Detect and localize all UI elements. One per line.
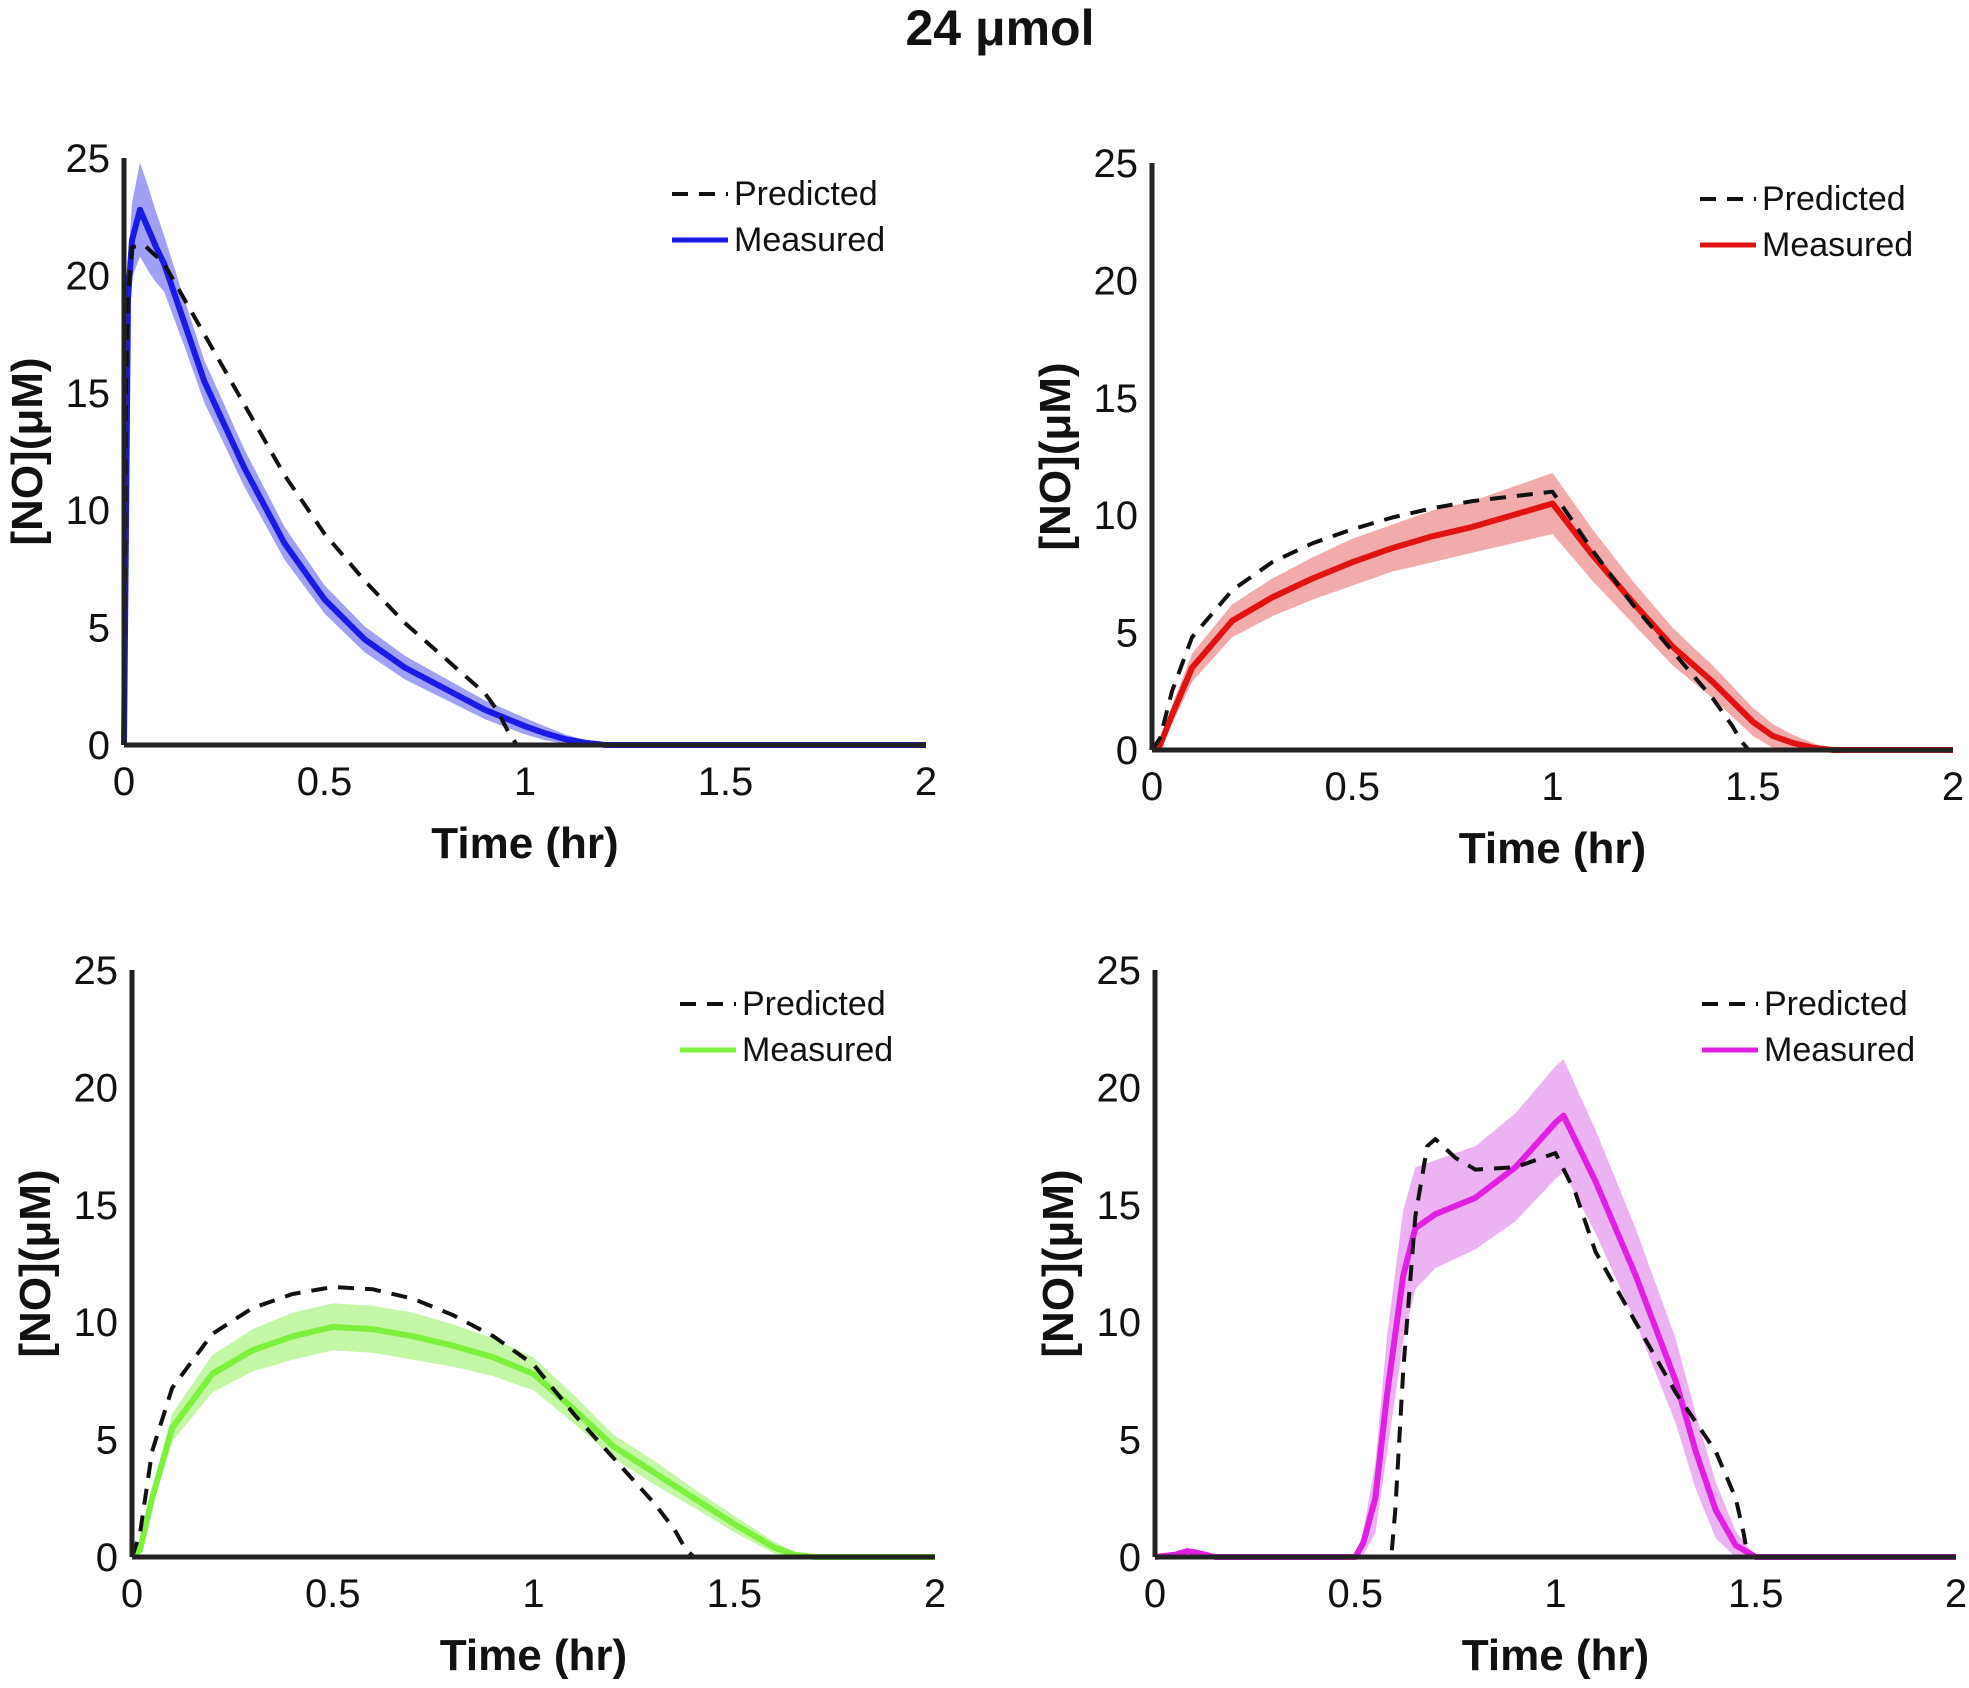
y-tick-label: 15	[1094, 377, 1139, 421]
legend-label-measured: Measured	[734, 221, 885, 259]
legend-label-predicted: Predicted	[734, 175, 878, 213]
x-tick-label: 0	[1144, 1572, 1166, 1616]
y-tick-label: 5	[88, 607, 110, 651]
x-tick-label: 0	[121, 1572, 143, 1616]
x-tick-label: 0.5	[297, 760, 353, 804]
legend-label-measured: Measured	[1764, 1031, 1915, 1069]
series-predicted-line	[130, 1285, 935, 1559]
x-tick-label: 1	[522, 1572, 544, 1616]
y-tick-label: 10	[66, 489, 111, 533]
y-tick-label: 5	[96, 1419, 118, 1463]
legend-label-measured: Measured	[742, 1031, 893, 1069]
series-measured-band	[1155, 1059, 1956, 1557]
series-measured-band	[1152, 472, 1953, 750]
y-tick-label: 0	[88, 724, 110, 768]
x-tick-label: 0.5	[1324, 765, 1380, 809]
series-predicted-line	[1155, 1137, 1956, 1559]
x-tick-label: 2	[1945, 1572, 1967, 1616]
y-axis-label: [NO](μM)	[1031, 362, 1080, 550]
y-tick-label: 25	[1094, 142, 1139, 186]
y-tick-label: 0	[1119, 1536, 1141, 1580]
legend-label-predicted: Predicted	[1762, 180, 1906, 218]
series-measured-line	[121, 206, 926, 748]
x-tick-label: 1	[1541, 765, 1563, 809]
series-measured-line	[1154, 1112, 1956, 1560]
x-tick-label: 0	[113, 760, 135, 804]
x-tick-label: 1	[1544, 1572, 1566, 1616]
y-tick-label: 15	[74, 1184, 119, 1228]
x-tick-label: 2	[915, 760, 937, 804]
y-tick-label: 25	[74, 949, 119, 993]
legend: Predicted Measured	[1702, 985, 1915, 1069]
y-tick-label: 20	[74, 1066, 119, 1110]
x-tick-label: 1.5	[1728, 1572, 1784, 1616]
y-tick-label: 10	[1097, 1301, 1142, 1345]
x-tick-label: 0.5	[305, 1572, 361, 1616]
series-measured-line	[1150, 500, 1953, 753]
y-tick-label: 20	[1094, 259, 1139, 303]
series-measured-line	[130, 1323, 935, 1560]
y-tick-label: 0	[96, 1536, 118, 1580]
y-tick-label: 20	[66, 254, 111, 298]
series-predicted-line	[1150, 489, 1953, 752]
y-tick-label: 20	[1097, 1066, 1142, 1110]
x-axis-label: Time (hr)	[1462, 1631, 1649, 1680]
legend-label-predicted: Predicted	[1764, 985, 1908, 1023]
series-measured-band	[132, 1303, 935, 1557]
y-tick-label: 5	[1119, 1419, 1141, 1463]
y-tick-label: 10	[74, 1301, 119, 1345]
y-tick-label: 0	[1116, 729, 1138, 773]
y-tick-label: 10	[1094, 494, 1139, 538]
x-axis-label: Time (hr)	[440, 1631, 627, 1680]
x-axis-label: Time (hr)	[1459, 824, 1646, 873]
x-tick-label: 2	[924, 1572, 946, 1616]
x-tick-label: 1	[514, 760, 536, 804]
y-axis-label: [NO](μM)	[1034, 1169, 1083, 1357]
y-tick-label: 15	[66, 372, 111, 416]
y-tick-label: 25	[1097, 949, 1142, 993]
x-tick-label: 1.5	[706, 1572, 762, 1616]
legend: Predicted Measured	[680, 985, 893, 1069]
legend: Predicted Measured	[672, 175, 885, 259]
x-tick-label: 0.5	[1327, 1572, 1383, 1616]
x-tick-label: 0	[1141, 765, 1163, 809]
y-axis-label: [NO](μM)	[3, 357, 52, 545]
series-predicted-line	[122, 242, 926, 747]
y-tick-label: 25	[66, 137, 111, 181]
y-tick-label: 15	[1097, 1184, 1142, 1228]
figure-title: 24 μmol	[906, 0, 1095, 56]
legend: Predicted Measured	[1700, 180, 1913, 264]
x-tick-label: 1.5	[1725, 765, 1781, 809]
y-axis-label: [NO](μM)	[11, 1169, 60, 1357]
y-tick-label: 5	[1116, 612, 1138, 656]
x-axis-label: Time (hr)	[431, 819, 618, 868]
x-tick-label: 2	[1942, 765, 1964, 809]
x-tick-label: 1.5	[698, 760, 754, 804]
legend-label-predicted: Predicted	[742, 985, 886, 1023]
legend-label-measured: Measured	[1762, 226, 1913, 264]
